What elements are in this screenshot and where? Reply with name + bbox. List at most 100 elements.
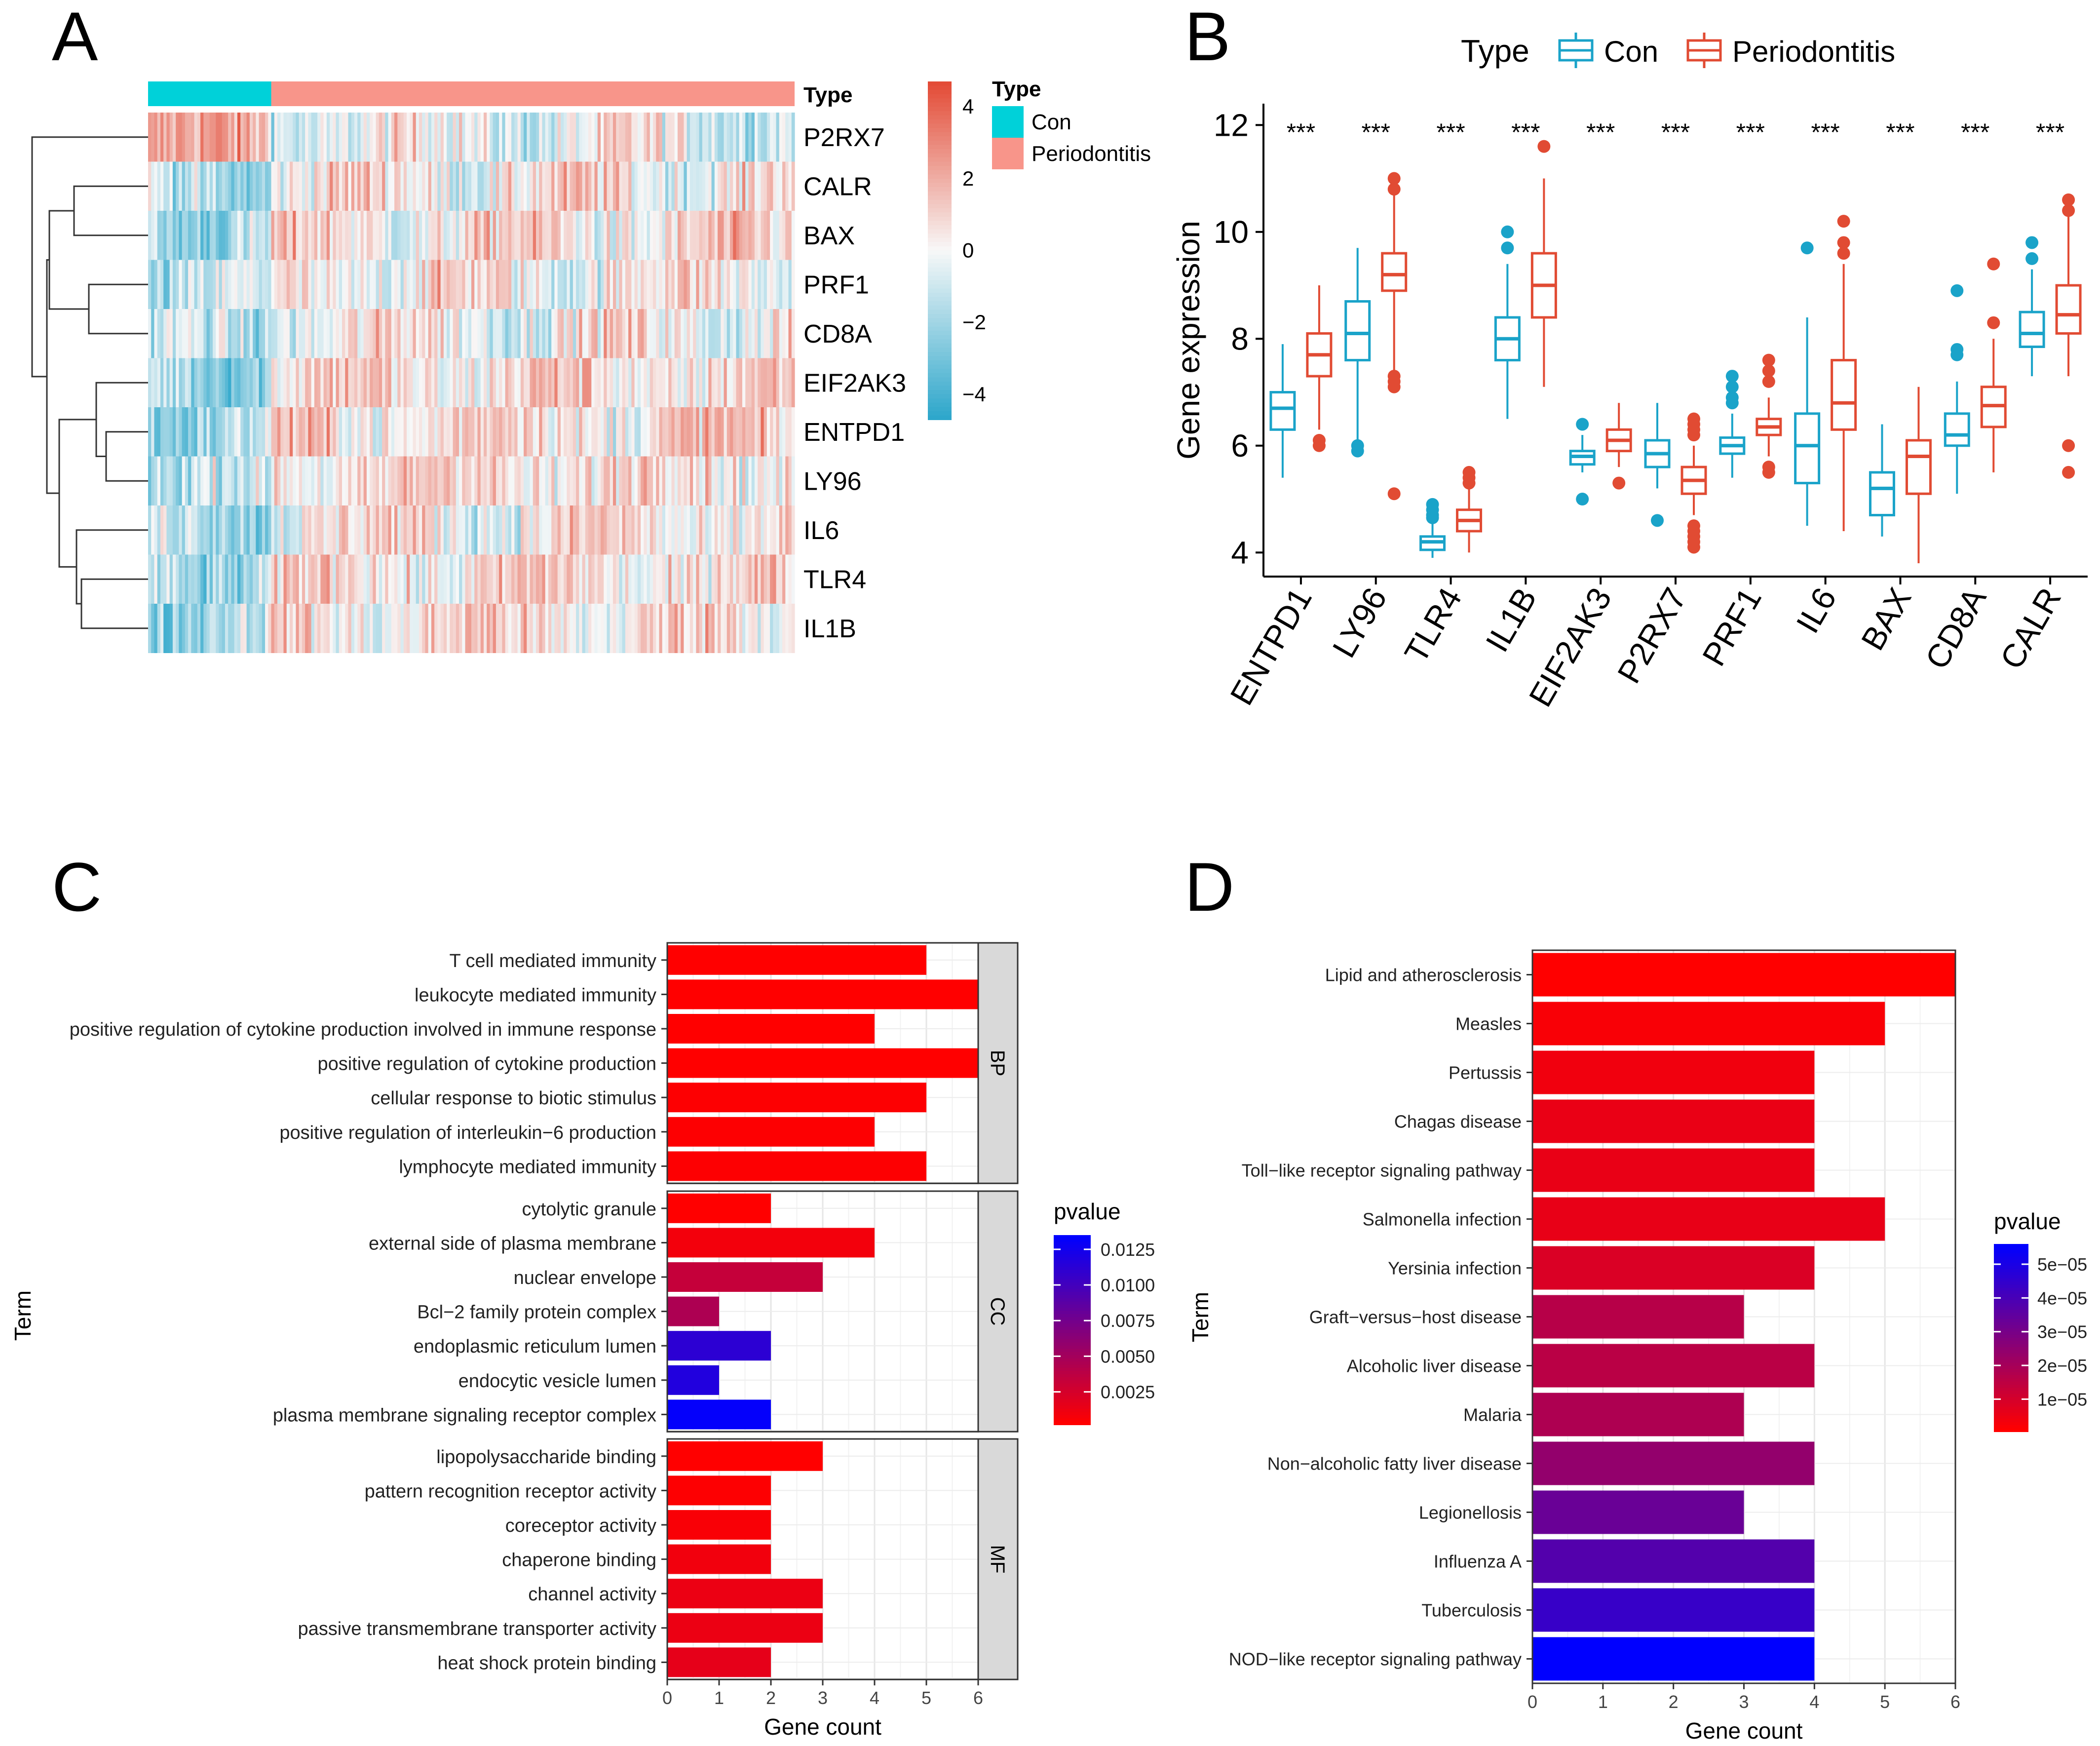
heatmap-cell [434,161,438,211]
heatmap-cell [286,554,290,604]
heatmap-cell [157,505,161,555]
heatmap-cell [326,554,330,604]
heatmap-cell [388,358,392,408]
heatmap-cell [742,161,746,211]
heatmap-cell [172,554,176,604]
heatmap-cell [554,456,558,506]
heatmap-cell [385,211,389,260]
colorbar-step [928,335,952,340]
heatmap-cell [268,407,272,457]
heatmap-cell [508,211,512,260]
heatmap-cell [480,505,484,555]
heatmap-cell [228,604,232,653]
heatmap-cell [422,113,426,162]
heatmap-cell [536,358,539,408]
heatmap-cell [151,309,155,358]
heatmap-cell [225,358,229,408]
term-label: coreceptor activity [505,1515,656,1536]
heatmap-cell [508,407,512,457]
heatmap-cell [764,161,767,211]
heatmap-cell [766,456,770,506]
heatmap-cell [616,309,620,358]
heatmap-cell [447,456,450,506]
heatmap-cell [674,554,678,604]
heatmap-cell [151,407,155,457]
heatmap-cell [564,211,567,260]
heatmap-cell [616,505,620,555]
heatmap-cell [631,407,635,457]
heatmap-cell [203,456,207,506]
heatmap-cell [391,407,395,457]
heatmap-cell [612,211,616,260]
heatmap-cell [249,456,253,506]
heatmap-cell [305,407,308,457]
heatmap-cell [216,456,220,506]
heatmap-cell [681,554,685,604]
legend-title: pvalue [1054,1199,1121,1224]
y-axis-title: Term [1187,1292,1213,1342]
heatmap-cell [748,358,752,408]
heatmap-cell [517,456,521,506]
heatmap-cell [456,358,459,408]
heatmap-cell [450,309,454,358]
heatmap-cell [185,554,189,604]
heatmap-cell [607,604,611,653]
heatmap-cell [169,554,173,604]
heatmap-cell [216,211,220,260]
heatmap-cell [477,211,481,260]
heatmap-cell [644,309,648,358]
heatmap-cell [776,161,780,211]
heatmap-cell [766,211,770,260]
colorbar-step [1994,1303,2028,1307]
heatmap-cell [311,407,315,457]
heatmap-cell [348,554,352,604]
term-label: T cell mediated immunity [449,951,656,971]
heatmap-cell [296,604,300,653]
heatmap-cell [326,604,330,653]
heatmap-cell [440,161,444,211]
heatmap-cell [462,309,466,358]
heatmap-cell [447,211,450,260]
heatmap-cell [758,260,761,310]
colorbar-step [1054,1247,1091,1251]
heatmap-cell [773,604,777,653]
heatmap-cell [259,407,263,457]
heatmap-cell [249,604,253,653]
heatmap-cell [517,505,521,555]
heatmap-cell [508,113,512,162]
heatmap-cell [172,358,176,408]
heatmap-cell [314,113,318,162]
heatmap-cell [514,604,518,653]
heatmap-cell [788,604,792,653]
heatmap-cell [530,604,534,653]
heatmap-cell [188,505,191,555]
heatmap-cell [219,358,223,408]
row-label-bax: BAX [803,222,855,250]
heatmap-cell [499,211,502,260]
heatmap-cell [428,604,432,653]
heatmap-cell [314,309,318,358]
heatmap-cell [259,358,263,408]
colorbar-step [1994,1306,2028,1310]
heatmap-cell [342,113,345,162]
heatmap-cell [665,505,669,555]
heatmap-cell [357,161,361,211]
heatmap-cell [653,161,656,211]
heatmap-cell [370,260,373,310]
heatmap-cell [465,604,469,653]
heatmap-cell [681,407,685,457]
heatmap-cell [604,309,608,358]
heatmap-cell [407,505,410,555]
colorbar-tick: 1e−05 [2037,1389,2087,1409]
heatmap-cell [705,113,709,162]
heatmap-cell [342,309,345,358]
heatmap-cell [323,358,327,408]
heatmap-cell [773,211,777,260]
heatmap-cell [511,604,515,653]
heatmap-cell [176,260,179,310]
heatmap-cell [514,407,518,457]
heatmap-cell [601,604,604,653]
heatmap-cell [243,505,247,555]
heatmap-cell [524,309,527,358]
heatmap-cell [410,554,414,604]
